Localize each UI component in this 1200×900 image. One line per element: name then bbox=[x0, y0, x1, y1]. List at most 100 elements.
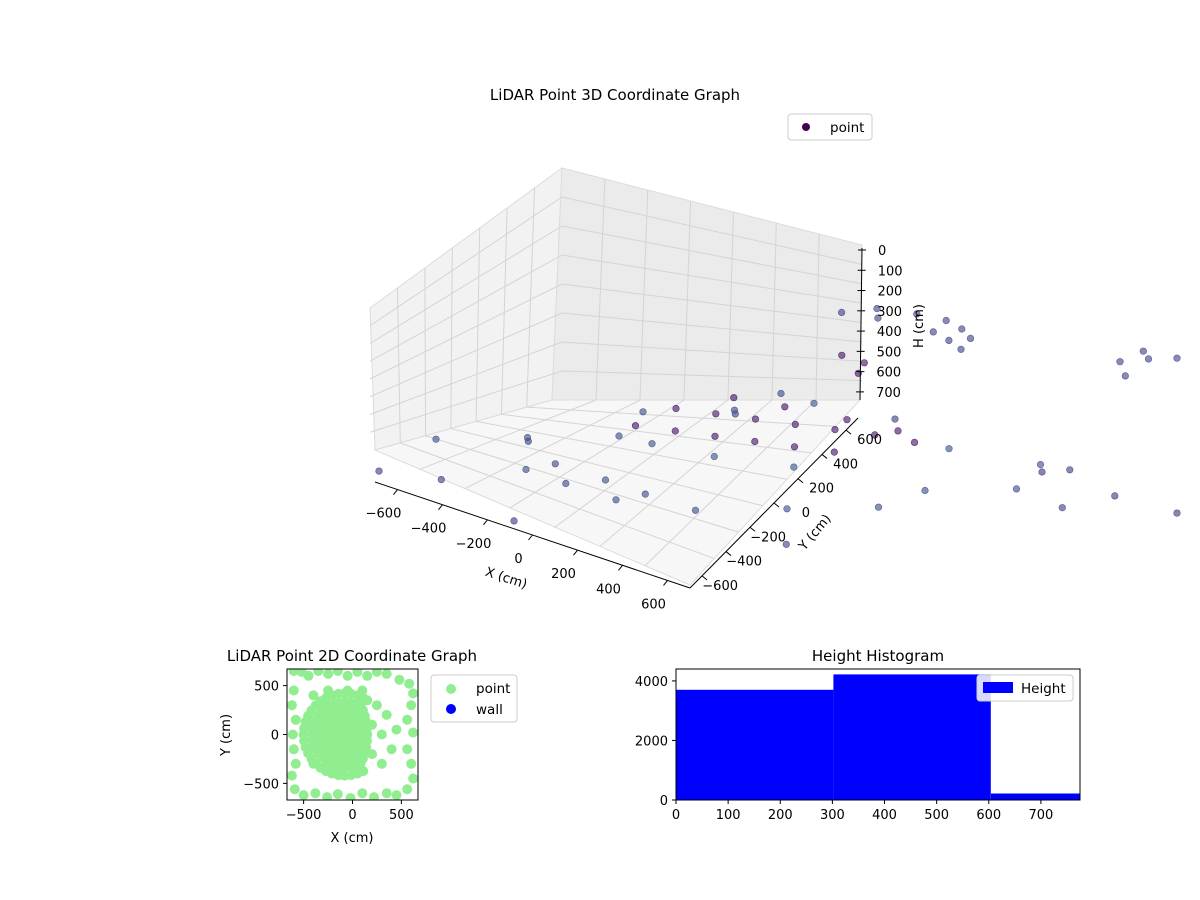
data-point-3d bbox=[790, 463, 798, 471]
data-point-3d bbox=[615, 432, 623, 440]
y-tick-3d bbox=[845, 429, 852, 435]
legend-swatch-height bbox=[983, 682, 1013, 693]
grid-line bbox=[419, 399, 597, 470]
data-point-3d bbox=[710, 452, 718, 461]
x-tick-label-hist: 0 bbox=[672, 808, 680, 823]
grid-line bbox=[509, 399, 685, 509]
x-tick-label-3d: 200 bbox=[551, 567, 576, 582]
data-point-3d bbox=[874, 314, 882, 322]
y-tick-label-hist: 2000 bbox=[635, 734, 668, 749]
data-point-2d bbox=[287, 729, 298, 740]
grid-line bbox=[369, 283, 563, 380]
y-tick-label-3d: 600 bbox=[857, 433, 882, 448]
data-point-3d bbox=[860, 359, 868, 367]
grid-line bbox=[561, 312, 863, 343]
grid-line bbox=[501, 413, 812, 454]
y-tick-3d bbox=[701, 575, 708, 581]
z-axis-line-3d bbox=[859, 247, 863, 401]
data-point-2d bbox=[357, 788, 368, 799]
x-tick-label-hist: 700 bbox=[1028, 808, 1053, 823]
data-point-3d bbox=[641, 490, 649, 498]
grid-line bbox=[369, 225, 563, 344]
y-tick-3d bbox=[773, 502, 780, 508]
legend-label-point-3d: point bbox=[830, 120, 864, 136]
data-point-3d bbox=[437, 476, 445, 484]
data-point-2d bbox=[290, 714, 301, 725]
y-tick-3d bbox=[821, 454, 828, 459]
data-point-2d bbox=[303, 670, 314, 681]
data-point-2d bbox=[386, 744, 397, 755]
data-point-2d bbox=[391, 724, 402, 735]
grid-line bbox=[369, 254, 563, 362]
data-point-3d bbox=[672, 404, 680, 413]
grid-line bbox=[561, 283, 863, 323]
histogram-bar bbox=[676, 689, 834, 800]
plot-frame-histogram bbox=[675, 668, 1081, 801]
data-point-2d bbox=[332, 789, 343, 800]
grid-line bbox=[369, 312, 563, 398]
z-tick-label-3d: 400 bbox=[877, 325, 902, 340]
panel-histogram: Height Histogram 0 100 200 300 400 500 600 7000… bbox=[635, 647, 1081, 823]
data-point-3d bbox=[957, 345, 965, 353]
x-tick-3d bbox=[438, 504, 443, 511]
y-tick-label-hist: 0 bbox=[660, 794, 668, 809]
data-point-3d bbox=[810, 399, 818, 407]
y-ticks-3d: −600 −400 −200 0 200 400 600 bbox=[701, 429, 882, 594]
data-point-3d bbox=[711, 432, 719, 440]
x-tick-3d bbox=[663, 580, 668, 586]
data-point-3d bbox=[730, 406, 739, 414]
ticks-histogram: 0 100 200 300 400 500 600 700 0 2000 4000 bbox=[635, 675, 1053, 823]
x-tick-3d bbox=[393, 489, 398, 495]
data-point-3d bbox=[601, 476, 610, 484]
grid-line bbox=[396, 287, 401, 443]
legend-label-point-2d: point bbox=[476, 681, 510, 697]
data-point-2d bbox=[391, 790, 402, 800]
data-point-3d bbox=[523, 434, 532, 442]
data-point-3d bbox=[958, 325, 966, 333]
histogram-bars bbox=[676, 674, 1080, 800]
y-tick-label-hist: 4000 bbox=[635, 675, 668, 690]
grid-line bbox=[561, 254, 863, 304]
x-tick-label-hist: 200 bbox=[768, 808, 793, 823]
data-point-3d bbox=[1116, 358, 1124, 366]
data-point-2d bbox=[288, 669, 299, 676]
grid-line bbox=[561, 370, 863, 382]
data-point-3d bbox=[648, 440, 656, 448]
x-axis-label-3d: X (cm) bbox=[483, 565, 529, 593]
data-point-2d bbox=[381, 669, 392, 679]
grid-line bbox=[369, 341, 563, 415]
data-point-3d bbox=[1038, 468, 1046, 476]
chart-title-2d: LiDAR Point 2D Coordinate Graph bbox=[227, 647, 477, 665]
grid-line bbox=[526, 187, 536, 408]
data-point-3d bbox=[910, 438, 919, 447]
histogram-bar bbox=[990, 793, 1080, 800]
grid-line bbox=[475, 227, 481, 422]
data-point-3d bbox=[1066, 466, 1074, 474]
grid-line bbox=[561, 196, 863, 265]
data-point-3d bbox=[712, 410, 720, 418]
data-point-2d bbox=[308, 690, 319, 701]
data-point-2d bbox=[402, 744, 413, 755]
y-tick-3d bbox=[749, 526, 756, 532]
data-point-2d bbox=[404, 678, 415, 689]
z-axis-label-3d: H (cm) bbox=[912, 304, 927, 348]
y-tick-label-3d: −400 bbox=[726, 555, 762, 570]
data-point-2d bbox=[310, 788, 321, 799]
data-point-2d bbox=[402, 714, 413, 725]
data-point-3d bbox=[945, 445, 953, 453]
y-axis-label-2d: Y (cm) bbox=[219, 714, 234, 757]
data-point-2d bbox=[367, 749, 378, 760]
data-point-3d bbox=[730, 394, 738, 402]
data-point-2d bbox=[408, 727, 418, 738]
data-point-2d bbox=[288, 744, 299, 755]
data-point-2d bbox=[408, 773, 418, 784]
data-point-3d bbox=[1012, 485, 1021, 493]
y-tick-3d bbox=[797, 478, 804, 484]
data-point-3d bbox=[691, 506, 700, 514]
data-point-3d bbox=[945, 336, 953, 345]
data-point-2d bbox=[406, 700, 417, 711]
data-point-3d bbox=[874, 503, 883, 511]
data-point-3d bbox=[671, 427, 679, 435]
data-point-3d bbox=[522, 465, 530, 474]
data-point-3d bbox=[1058, 504, 1066, 512]
